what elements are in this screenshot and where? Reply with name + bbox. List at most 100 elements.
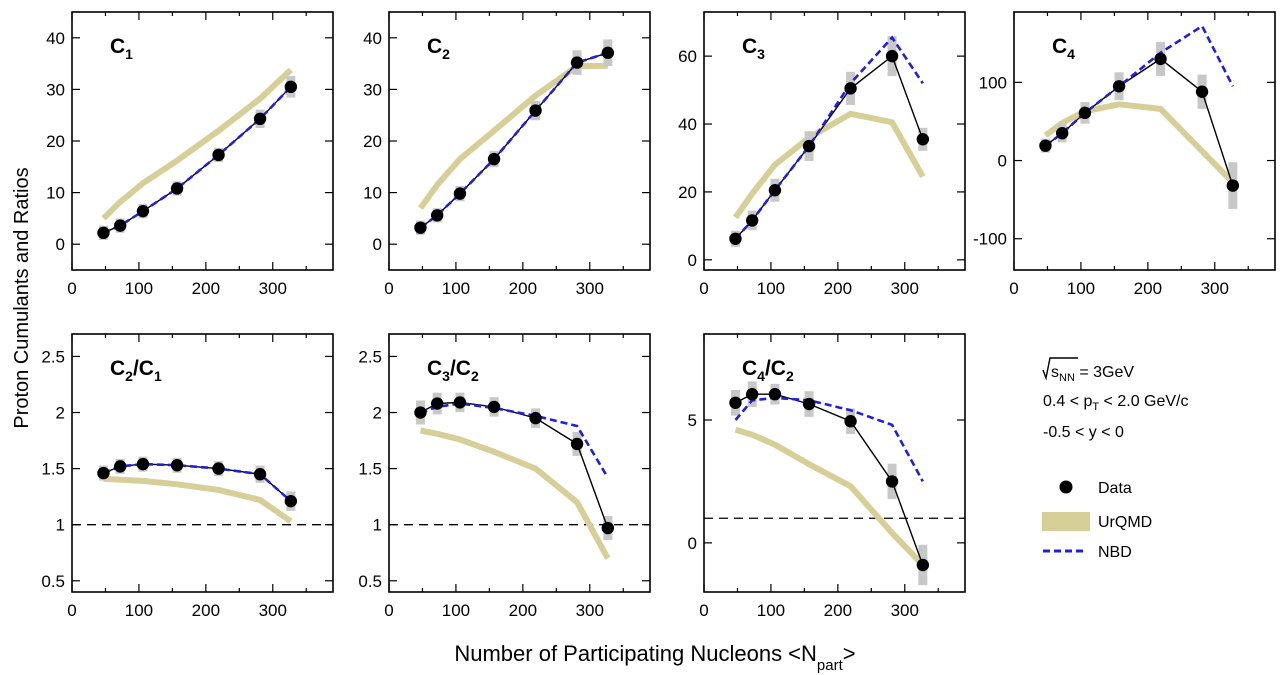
- data-point: [529, 411, 542, 425]
- plot-area: [389, 392, 650, 560]
- y-tick-label: 0.5: [41, 572, 65, 591]
- y-tick-label: 0: [56, 235, 65, 254]
- panel-frame: [71, 333, 334, 593]
- data-line: [103, 86, 292, 234]
- panel-frame: [703, 11, 966, 271]
- x-tick-label: 200: [192, 601, 220, 620]
- data-point: [768, 388, 782, 401]
- data-point: [802, 397, 816, 411]
- data-point: [768, 184, 782, 197]
- data-point: [212, 462, 225, 475]
- y-tick-label: 0: [998, 152, 1007, 171]
- y-tick-label: 2.5: [358, 347, 382, 366]
- legend-urqmd-swatch: [1042, 512, 1090, 531]
- y-tick-label: 1.5: [358, 460, 382, 479]
- pt-sub: T: [1092, 401, 1099, 413]
- x-tick-label: 100: [442, 601, 470, 620]
- data-point: [570, 437, 584, 451]
- x-tick-label: 300: [891, 279, 919, 298]
- y-tick-label: 10: [363, 184, 382, 203]
- y-tick-label: 1.5: [41, 460, 65, 479]
- data-point: [729, 232, 742, 245]
- data-point: [113, 219, 127, 232]
- panel-title-sub2: 2: [471, 368, 479, 384]
- data-point: [253, 468, 267, 481]
- data-point: [570, 56, 584, 69]
- y-tick-label: 60: [678, 47, 697, 66]
- panel-title: C4: [1052, 35, 1075, 62]
- data-point: [1154, 52, 1167, 66]
- y-tick-label: 40: [363, 29, 382, 48]
- panel-frame: [703, 333, 966, 593]
- energy-value: = 3GeV: [1075, 364, 1134, 381]
- x-tick-label: 300: [576, 601, 604, 620]
- data-point: [1195, 85, 1209, 98]
- data-point: [284, 494, 298, 508]
- urqmd-band: [734, 426, 925, 568]
- legend-urqmd-label: UrQMD: [1098, 514, 1152, 531]
- data-point: [529, 104, 542, 117]
- urqmd-band: [101, 67, 293, 221]
- panel-3: 0 100 200 300 0 20 40 60 C3: [678, 11, 966, 298]
- info-text: sNN = 3GeV 0.4 < pT < 2.0 GeV/c -0.5 < y…: [1042, 357, 1189, 441]
- x-axis-label-end: >: [843, 641, 856, 666]
- data-point: [1078, 106, 1092, 120]
- x-tick-label: 100: [757, 601, 785, 620]
- plot-area: [97, 67, 298, 240]
- data-point: [284, 80, 298, 94]
- data-point: [885, 49, 899, 63]
- rapidity-text: -0.5 < y < 0: [1043, 424, 1124, 441]
- legend-data-marker: [1059, 480, 1073, 494]
- legend: Data UrQMD NBD: [1042, 480, 1152, 561]
- panel-title-main: C: [427, 357, 442, 380]
- y-tick-label: 2: [56, 404, 65, 423]
- x-axis-label: Number of Participating Nucleons <Npart>: [454, 641, 855, 674]
- panel-title: C2: [427, 35, 450, 62]
- data-point: [453, 396, 467, 409]
- data-point: [802, 139, 816, 153]
- panel-title-sub: 4: [757, 368, 765, 384]
- y-tick-label: 100: [979, 73, 1007, 92]
- panel-title-main: C: [742, 35, 757, 58]
- x-tick-label: 0: [67, 279, 76, 298]
- plot-area: [704, 381, 965, 586]
- data-point: [487, 152, 501, 166]
- y-tick-label: 1: [56, 516, 65, 535]
- y-tick-label: 0: [688, 534, 697, 553]
- plot-area: [72, 456, 333, 526]
- x-tick-label: 300: [1201, 279, 1229, 298]
- y-tick-label: 0: [373, 235, 382, 254]
- data-point: [844, 82, 857, 95]
- data-point: [916, 133, 930, 146]
- x-tick-label: 0: [67, 601, 76, 620]
- pt-prefix: 0.4 < p: [1043, 393, 1092, 410]
- plot-area: [1039, 24, 1240, 209]
- panel-frame: [1013, 11, 1276, 271]
- panel-title-sub2: 1: [154, 368, 162, 384]
- data-point: [601, 46, 615, 59]
- y-tick-label: 10: [46, 184, 65, 203]
- data-point: [1112, 80, 1126, 93]
- panel-title-main: C: [742, 357, 757, 380]
- data-point: [136, 204, 150, 218]
- panel-title-main2: /C: [133, 357, 154, 380]
- data-point: [1055, 126, 1069, 140]
- panel-title-sub: 4: [1067, 46, 1075, 62]
- panel-frame: [388, 333, 651, 593]
- legend-nbd-label: NBD: [1098, 544, 1132, 561]
- x-tick-label: 100: [125, 279, 153, 298]
- panel-title-main: C: [1052, 35, 1067, 58]
- x-tick-label: 300: [576, 279, 604, 298]
- data-line: [420, 52, 609, 229]
- x-tick-label: 0: [384, 279, 393, 298]
- panel-title: C4/C2: [742, 357, 794, 384]
- x-tick-label: 200: [509, 601, 537, 620]
- x-tick-label: 100: [1067, 279, 1095, 298]
- urqmd-band: [1043, 101, 1235, 185]
- x-tick-label: 100: [757, 279, 785, 298]
- panel-1: 0 100 200 300 0 10 20 30 40 C1: [46, 11, 334, 298]
- x-tick-label: 300: [259, 601, 287, 620]
